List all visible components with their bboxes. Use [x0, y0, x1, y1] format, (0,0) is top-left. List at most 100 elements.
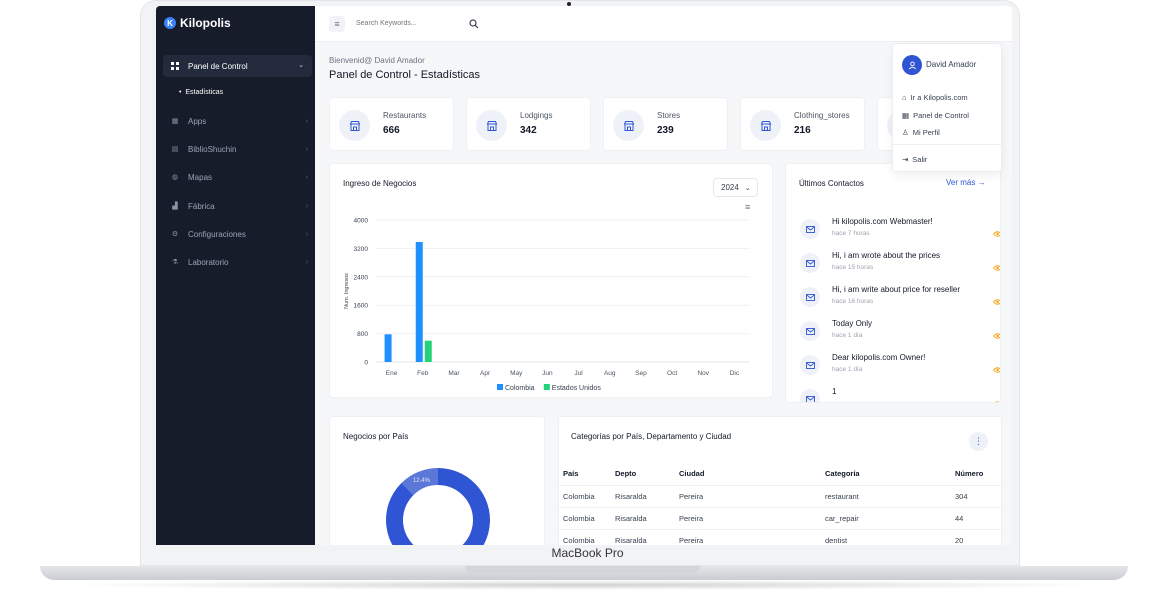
chevron-right-icon: › — [305, 202, 308, 210]
chart-menu-icon[interactable]: ≡ — [745, 202, 751, 212]
stat-card-stores[interactable]: Stores 239 — [603, 97, 728, 151]
user-icon — [908, 61, 916, 69]
sidebar-item-apps[interactable]: ▦ Apps › — [170, 113, 310, 129]
stat-card-restaurants[interactable]: Restaurants 666 — [329, 97, 454, 151]
chevron-right-icon: › — [305, 117, 308, 125]
contact-item[interactable]: Today Only hace 1 día — [800, 319, 1000, 349]
sidebar-subitem-estadisticas[interactable]: • Estadísticas — [179, 89, 224, 96]
stat-card-lodgings[interactable]: Lodgings 342 — [466, 97, 591, 151]
topbar: ≡ — [315, 6, 1012, 42]
menu-item-label: Mi Perfil — [912, 128, 940, 137]
donut-card: Negocios por País 12.4% — [329, 416, 545, 545]
stat-card-clothing-stores[interactable]: Clothing_stores 216 — [740, 97, 865, 151]
chevron-right-icon: › — [305, 173, 308, 181]
eye-icon[interactable] — [992, 292, 1000, 310]
y-tick-label: 1600 — [354, 303, 369, 310]
menu-item-ir-a-kilopolis[interactable]: ⌂ Ir a Kilopolis.com — [902, 93, 968, 102]
x-tick-label: Dic — [730, 370, 740, 377]
apps-icon: ▦ — [171, 118, 179, 125]
contact-item[interactable]: 1 — [800, 387, 1000, 402]
store-icon — [339, 110, 370, 141]
x-tick-label: Apr — [480, 370, 491, 377]
stat-value: 239 — [657, 125, 674, 136]
table-row[interactable]: Colombia Risaralda Pereira car_repair 44 — [559, 507, 1001, 530]
flask-icon: ⚗ — [171, 259, 179, 266]
x-tick-label: Feb — [417, 370, 429, 377]
stat-label: Restaurants — [383, 111, 427, 120]
logo[interactable]: K Kilopolis — [164, 16, 231, 30]
sidebar-item-laboratorio[interactable]: ⚗ Laboratorio › — [170, 254, 310, 270]
donut-slice-label: 12.4% — [413, 478, 431, 484]
legend-label: Estados Unidos — [552, 385, 602, 392]
menu-item-label: Ir a Kilopolis.com — [910, 93, 968, 102]
table-cell: Risaralda — [611, 507, 675, 530]
contact-item[interactable]: Hi, i am write about price for reseller h… — [800, 285, 1000, 315]
bar — [384, 334, 392, 362]
bar-chart: 0 800 1600 2400 3200 4000 Num. Ingresos Ene Feb M… — [344, 218, 750, 392]
sidebar-item-biblioshuchin[interactable]: ▤ BiblioShuchin › — [170, 141, 310, 157]
bar — [415, 242, 423, 362]
kebab-icon: ⋮ — [974, 436, 983, 446]
table-cell: 20 — [951, 529, 1001, 545]
y-tick-label: 3200 — [354, 246, 369, 253]
column-header: País — [559, 463, 611, 486]
x-tick-label: Aug — [604, 370, 616, 377]
mail-icon — [800, 355, 820, 375]
eye-icon[interactable] — [992, 258, 1000, 276]
column-header: Depto — [611, 463, 675, 486]
chevron-right-icon: › — [305, 230, 308, 238]
sidebar-item-mapas[interactable]: ◍ Mapas › — [170, 169, 310, 185]
contacts-title: Últimos Contactos — [799, 179, 864, 188]
eye-icon[interactable] — [992, 326, 1000, 344]
table-cell: Colombia — [559, 529, 611, 545]
eye-icon[interactable] — [992, 360, 1000, 378]
sidebar-item-configuraciones[interactable]: ⚙ Configuraciones › — [170, 226, 310, 242]
x-tick-label: Nov — [697, 370, 709, 377]
eye-icon[interactable] — [993, 394, 1000, 402]
table-cell: car_repair — [821, 507, 951, 530]
menu-item-panel-de-control[interactable]: ▦ Panel de Control — [902, 111, 969, 120]
menu-toggle-button[interactable]: ≡ — [329, 16, 345, 32]
globe-icon: ◍ — [171, 174, 179, 181]
contact-message: Hi, i am wrote about the prices — [832, 251, 941, 260]
column-header: Ciudad — [675, 463, 821, 486]
stat-value: 216 — [794, 125, 811, 136]
search-icon[interactable] — [469, 16, 481, 29]
contact-item[interactable]: Dear kilopolis.com Owner! hace 1 día — [800, 353, 1000, 383]
table-cell: Risaralda — [611, 529, 675, 545]
sidebar-item-label: Laboratorio — [188, 257, 229, 267]
stat-label: Clothing_stores — [794, 111, 850, 120]
contact-item[interactable]: Hi, i am wrote about the prices hace 15 h… — [800, 251, 1000, 281]
year-select-value: 2024 — [721, 183, 739, 192]
sidebar-item-fabrica[interactable]: ▟ Fábrica › — [170, 198, 310, 214]
search-input[interactable] — [356, 16, 466, 31]
sidebar-subitem-label: Estadísticas — [185, 89, 224, 96]
see-more-link[interactable]: Ver más → — [946, 178, 986, 187]
menu-item-mi-perfil[interactable]: ♙ Mi Perfil — [902, 128, 940, 137]
divider — [893, 144, 1001, 145]
x-tick-label: Mar — [448, 370, 460, 377]
screen: K Kilopolis Panel de Control ⌄ • Estadís… — [156, 6, 1012, 545]
contact-item[interactable]: Hi kilopolis.com Webmaster! hace 7 horas — [800, 217, 1000, 247]
store-icon — [613, 110, 644, 141]
chevron-right-icon: › — [305, 145, 308, 153]
mail-icon — [800, 389, 820, 402]
eye-icon[interactable] — [992, 224, 1000, 242]
table-row[interactable]: Colombia Risaralda Pereira restaurant 30… — [559, 485, 1001, 508]
x-tick-label: Ene — [386, 370, 398, 377]
table-row[interactable]: Colombia Risaralda Pereira dentist 20 — [559, 529, 1001, 545]
sidebar-item-panel-de-control[interactable]: Panel de Control ⌄ — [163, 55, 312, 77]
mail-icon — [800, 219, 820, 239]
avatar — [902, 55, 922, 75]
chart-card: Ingreso de Negocios 2024 ⌄ ≡ 0 800 1600 240… — [329, 163, 773, 398]
laptop-base-notch — [465, 566, 700, 573]
y-tick-label: 4000 — [354, 218, 369, 225]
menu-item-salir[interactable]: ⇥ Salir — [902, 155, 927, 164]
more-options-button[interactable]: ⋮ — [969, 432, 988, 451]
laptop-base — [40, 566, 1128, 580]
page-title: Panel de Control - Estadísticas — [329, 69, 481, 81]
legend-label: Colombia — [505, 385, 535, 392]
year-select[interactable]: 2024 ⌄ — [713, 178, 758, 197]
store-icon — [476, 110, 507, 141]
table-cell: Pereira — [675, 507, 821, 530]
